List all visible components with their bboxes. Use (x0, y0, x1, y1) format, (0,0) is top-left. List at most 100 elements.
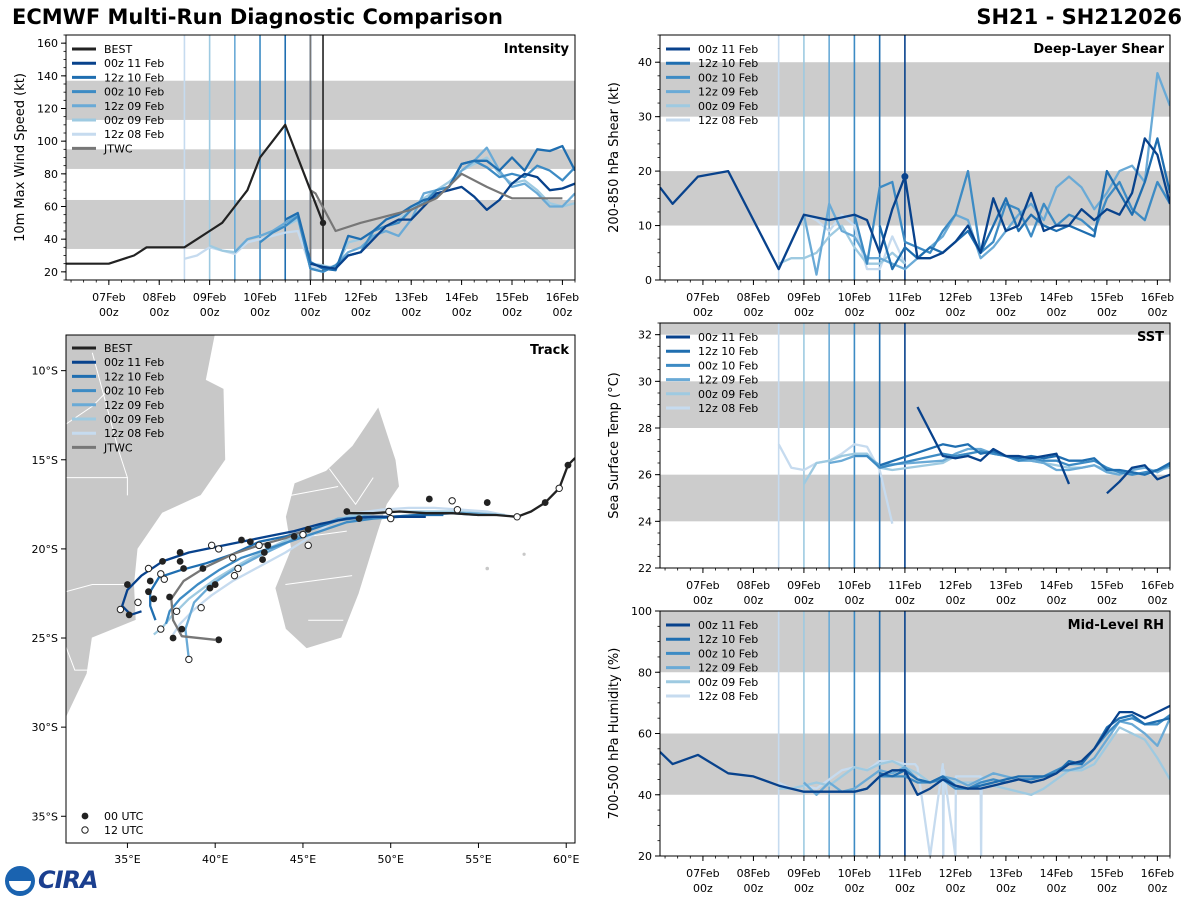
track-point-00utc (564, 461, 572, 469)
y-tick-label: 20 (638, 165, 652, 178)
x-tick-label-hour: 00z (301, 306, 321, 319)
x-tick-label-hour: 00z (744, 594, 764, 607)
x-tick-label-hour: 00z (946, 882, 966, 895)
track-point-00utc (238, 536, 245, 544)
x-tick-label-date: 13Feb (989, 579, 1022, 592)
x-tick-label-date: 09Feb (787, 579, 820, 592)
track-point-00utc (215, 636, 223, 644)
shaded-band (660, 171, 1170, 226)
x-tick-label-hour: 00z (1097, 594, 1117, 607)
panel-shear: 0 10 20 30 40 07Feb 00z 08Feb 00z 09Feb 00z 10Feb 00… (607, 34, 1174, 319)
y-tick-label: 80 (638, 666, 652, 679)
track-point-00utc (180, 565, 187, 572)
x-tick-label-hour: 00z (250, 306, 270, 319)
series-line-12z-09-feb (828, 447, 1170, 476)
y-tick-label: 40 (44, 233, 58, 246)
plot-area (660, 611, 1170, 856)
series-line-00z-11-feb (660, 704, 1170, 796)
x-tick-label-date: 09Feb (787, 867, 820, 880)
legend-label-12z-09-feb: 12z 09 Feb (104, 399, 164, 412)
x-tick-label-date: 10Feb (838, 291, 871, 304)
x-tick-label-date: 13Feb (989, 867, 1022, 880)
track-point-00utc (159, 557, 166, 565)
x-tick-label: 45°E (290, 853, 316, 866)
y-tick-label: 30 (638, 111, 652, 124)
track-point-00utc (304, 525, 312, 533)
track-point-00utc (343, 508, 351, 515)
legend-label-best: BEST (104, 342, 132, 355)
y-tick-label: 0 (645, 274, 652, 287)
y-tick-label: 140 (37, 70, 58, 83)
legend-label-12z-10-feb: 12z 10 Feb (104, 71, 164, 84)
x-tick-label-date: 13Feb (989, 291, 1022, 304)
plot-area (660, 35, 1170, 280)
track-point-00utc (425, 495, 433, 503)
track-point-12utc (230, 571, 239, 580)
shaded-band (660, 381, 1170, 428)
x-tick-label-date: 08Feb (737, 867, 770, 880)
x-tick-label-hour: 00z (1097, 306, 1117, 319)
series-line-12z-10-feb (878, 137, 1170, 271)
track-point-12utc (255, 541, 263, 550)
track-point-00utc (355, 515, 363, 522)
shaded-band (660, 611, 1170, 673)
y-tick-label: 28 (638, 422, 652, 435)
legend-label-00z-10-feb: 00z 10 Feb (698, 647, 758, 660)
legend-marker-12utc (81, 826, 89, 834)
x-tick-label-hour: 00z (401, 306, 421, 319)
panel-sst: 22 24 26 28 30 32 07Feb 00z 08Feb 00z 09Feb 00z 10Fe… (607, 322, 1174, 607)
x-tick-label-hour: 00z (996, 306, 1016, 319)
series-line-jtwc (309, 172, 563, 233)
y-tick-label: 32 (638, 329, 652, 342)
x-tick-label-hour: 00z (895, 594, 915, 607)
y-tick-label: 26 (638, 469, 652, 482)
shaded-band (660, 474, 1170, 522)
series-line-00z-11-feb (916, 406, 1170, 495)
track-point-00utc (246, 538, 254, 546)
x-tick-label-hour: 00z (553, 306, 573, 319)
y-tick-label: 20 (638, 850, 652, 863)
track-point-00utc (176, 549, 184, 556)
track-point-12utc (157, 570, 165, 578)
y-tick-label: 120 (37, 103, 58, 116)
track-point-12utc (116, 605, 125, 614)
track-point-00utc (146, 577, 154, 585)
x-tick-label-date: 15Feb (1090, 291, 1123, 304)
series-line-12z-09-feb (233, 146, 575, 273)
legend-label-00z-09-feb: 00z 09 Feb (698, 388, 758, 401)
track-point-12utc (134, 598, 142, 607)
x-tick-label-hour: 00z (149, 306, 169, 319)
legend-label-12z-08-feb: 12z 08 Feb (104, 427, 164, 440)
y-tick-label: 22 (638, 562, 652, 575)
x-tick-label-date: 14Feb (1040, 579, 1073, 592)
legend-label-jtwc: JTWC (103, 441, 133, 454)
axes-frame (65, 334, 576, 844)
y-tick-label: 20°S (32, 543, 58, 556)
x-tick-label-date: 10Feb (838, 579, 871, 592)
series-line-00z-10-feb (853, 169, 1170, 265)
x-tick-label: 35°E (114, 853, 140, 866)
legend-label-12z-09-feb: 12z 09 Feb (104, 100, 164, 113)
track-point-12utc (387, 514, 395, 523)
track-point-00utc (150, 595, 158, 603)
country-border (91, 352, 128, 478)
x-tick-label-date: 12Feb (939, 291, 972, 304)
track-point-12utc (197, 604, 205, 612)
x-tick-label-date: 08Feb (737, 579, 770, 592)
region-border (328, 468, 374, 506)
legend-label-12z-10-feb: 12z 10 Feb (698, 345, 758, 358)
shaded-band (660, 62, 1170, 117)
legend-label-00z-11-feb: 00z 11 Feb (104, 57, 164, 70)
y-tick-label: 35°S (32, 810, 58, 823)
cira-logo (5, 866, 35, 896)
track-point-00utc (264, 541, 272, 549)
x-tick-label-date: 11Feb (888, 291, 921, 304)
legend-label-00z-09-feb: 00z 09 Feb (104, 114, 164, 127)
track-point-00utc (125, 611, 133, 619)
track-point-12utc (207, 541, 216, 550)
x-tick-label-hour: 00z (1147, 594, 1167, 607)
y-tick-label: 25°S (32, 632, 58, 645)
track-point-00utc (211, 581, 219, 588)
data-point (901, 173, 909, 181)
